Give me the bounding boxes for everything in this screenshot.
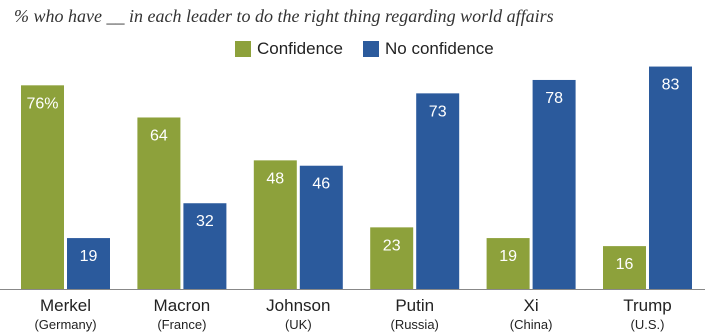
- legend-item-no-confidence: No confidence: [363, 39, 494, 59]
- bar-confidence-trump: [603, 246, 646, 289]
- bar-confidence-merkel: [21, 85, 64, 289]
- value-label-confidence-putin: 23: [383, 237, 401, 254]
- category-label-merkel: Merkel: [40, 296, 91, 315]
- bar-confidence-johnson: [253, 160, 297, 289]
- value-label-confidence-johnson: 48: [266, 170, 284, 187]
- value-label-no-confidence-johnson: 46: [312, 176, 330, 193]
- value-label-no-confidence-merkel: 19: [80, 248, 98, 265]
- legend-swatch-no-confidence: [363, 41, 380, 57]
- legend-label-no-confidence: No confidence: [385, 39, 494, 58]
- bar-confidence-xi: [486, 238, 530, 289]
- bar-no-confidence-trump: [649, 66, 692, 289]
- category-label-trump: Trump: [623, 296, 672, 315]
- bar-no-confidence-putin: [416, 93, 460, 289]
- bar-confidence-putin: [370, 227, 414, 289]
- value-label-confidence-xi: 19: [499, 248, 517, 265]
- bar-no-confidence-macron: [183, 203, 227, 289]
- category-sublabel-trump: (U.S.): [631, 317, 665, 332]
- chart-legend: Confidence No confidence: [235, 39, 514, 59]
- bar-no-confidence-johnson: [299, 165, 343, 289]
- value-label-no-confidence-trump: 83: [662, 77, 680, 94]
- legend-label-confidence: Confidence: [257, 39, 344, 58]
- category-label-johnson: Johnson: [266, 296, 330, 315]
- value-label-confidence-merkel: 76%: [26, 95, 58, 112]
- chart-subtitle: % who have __ in each leader to do the r…: [14, 6, 554, 26]
- value-label-no-confidence-putin: 73: [429, 103, 447, 120]
- value-label-confidence-macron: 64: [150, 127, 168, 144]
- category-sublabel-merkel: (Germany): [34, 317, 96, 332]
- legend-swatch-confidence: [235, 41, 251, 57]
- category-sublabel-macron: (France): [157, 317, 206, 332]
- category-sublabel-johnson: (UK): [285, 317, 312, 332]
- category-label-putin: Putin: [395, 296, 434, 315]
- bar-no-confidence-merkel: [67, 238, 110, 289]
- value-label-no-confidence-macron: 32: [196, 213, 214, 230]
- value-label-confidence-trump: 16: [616, 256, 634, 273]
- category-label-xi: Xi: [524, 296, 539, 315]
- bar-no-confidence-xi: [532, 79, 576, 290]
- category-sublabel-putin: (Russia): [390, 317, 438, 332]
- value-label-no-confidence-xi: 78: [545, 90, 563, 107]
- category-sublabel-xi: (China): [510, 317, 553, 332]
- legend-item-confidence: Confidence: [235, 39, 343, 59]
- bar-confidence-macron: [137, 117, 181, 289]
- category-label-macron: Macron: [154, 296, 211, 315]
